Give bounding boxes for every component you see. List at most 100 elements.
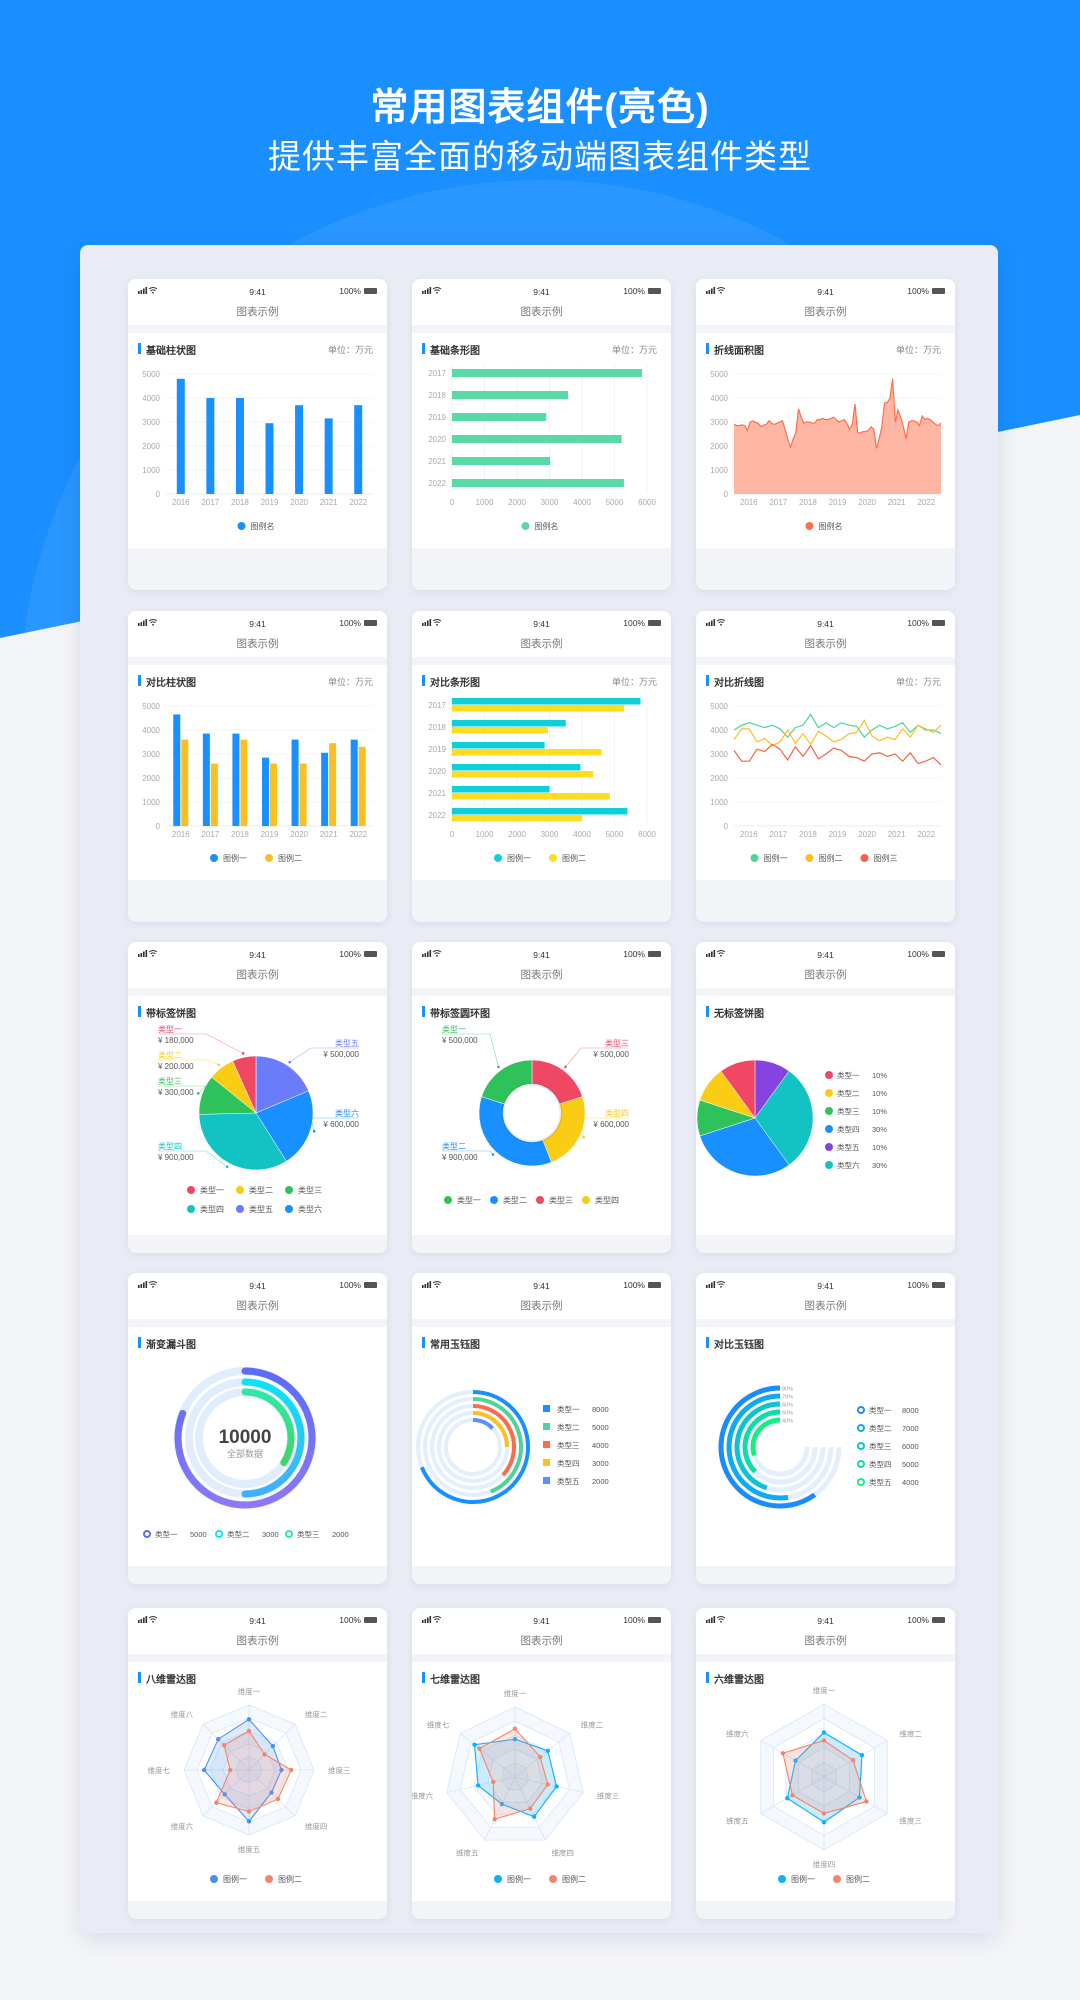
ring-progress[interactable] xyxy=(472,1397,523,1494)
radar-point[interactable] xyxy=(864,1799,869,1804)
radar-point[interactable] xyxy=(821,1738,827,1743)
bar[interactable] xyxy=(452,391,569,399)
bar[interactable] xyxy=(210,763,218,826)
legend-item[interactable]: 图例二 xyxy=(549,1874,586,1884)
radar-point[interactable] xyxy=(545,1748,551,1754)
bar[interactable] xyxy=(324,418,333,494)
legend-item[interactable]: 类型二 xyxy=(236,1185,273,1195)
radar-point[interactable] xyxy=(472,1742,477,1747)
radar-point[interactable] xyxy=(531,1814,537,1819)
bar[interactable] xyxy=(452,727,548,734)
legend-item[interactable]: 图例二 xyxy=(805,853,843,863)
legend-item[interactable]: 类型二 3000 xyxy=(215,1529,279,1539)
legend-item[interactable]: 图例一 xyxy=(778,1874,815,1884)
bar[interactable] xyxy=(176,378,185,494)
pie-slice[interactable] xyxy=(542,1096,586,1163)
legend-item[interactable]: 图例二 xyxy=(265,1874,302,1884)
legend-item[interactable]: 类型三 10% xyxy=(825,1106,887,1116)
ring-progress[interactable] xyxy=(742,1409,781,1474)
legend-item[interactable]: 类型三 6000 xyxy=(857,1441,919,1451)
radar-series-area[interactable] xyxy=(473,1738,558,1818)
bar[interactable] xyxy=(452,749,602,756)
legend-item[interactable]: 类型二 7000 xyxy=(857,1423,919,1433)
radar-point[interactable] xyxy=(279,1767,284,1773)
bar[interactable] xyxy=(295,405,304,494)
bar[interactable] xyxy=(452,698,641,705)
radar-point[interactable] xyxy=(512,1737,518,1742)
legend-item[interactable]: 类型五 10% xyxy=(825,1142,887,1152)
pie-slice[interactable] xyxy=(754,1070,814,1166)
pie-slice[interactable] xyxy=(478,1096,552,1167)
legend-item[interactable]: 图例一 xyxy=(210,1874,247,1884)
radar-point[interactable] xyxy=(499,1801,505,1807)
legend-item[interactable]: 图例三 xyxy=(860,853,898,863)
ring-progress[interactable] xyxy=(472,1404,516,1477)
legend-item[interactable]: 类型五 xyxy=(236,1204,273,1214)
legend-item[interactable]: 图例名 xyxy=(521,521,559,531)
bar[interactable] xyxy=(452,771,594,778)
bar[interactable] xyxy=(358,746,366,826)
legend-item[interactable]: 图例一 xyxy=(750,853,788,863)
radar-point[interactable] xyxy=(780,1751,786,1756)
radar-point[interactable] xyxy=(785,1795,790,1801)
radar-point[interactable] xyxy=(475,1783,481,1788)
bar[interactable] xyxy=(240,739,248,826)
bar[interactable] xyxy=(354,405,363,494)
radar-point[interactable] xyxy=(270,1743,276,1749)
radar-point[interactable] xyxy=(790,1793,795,1798)
radar-point[interactable] xyxy=(492,1817,497,1822)
radar-point[interactable] xyxy=(859,1752,865,1758)
bar[interactable] xyxy=(235,398,244,494)
legend-item[interactable]: 类型五 4000 xyxy=(857,1477,919,1487)
legend-item[interactable]: 图例二 xyxy=(549,853,586,863)
pie-slice[interactable] xyxy=(481,1059,533,1105)
radar-point[interactable] xyxy=(246,1819,252,1824)
radar-point[interactable] xyxy=(201,1767,207,1773)
radar-point[interactable] xyxy=(857,1795,862,1800)
series-line[interactable] xyxy=(733,713,942,739)
pie-slice[interactable] xyxy=(699,1117,790,1177)
ring-progress[interactable] xyxy=(472,1411,509,1448)
radar-point[interactable] xyxy=(545,1782,550,1787)
series-line[interactable] xyxy=(733,743,942,766)
radar-point[interactable] xyxy=(527,1806,533,1811)
bar[interactable] xyxy=(202,733,210,826)
bar[interactable] xyxy=(452,742,545,749)
bar[interactable] xyxy=(173,714,181,826)
radar-point[interactable] xyxy=(246,1728,252,1734)
bar[interactable] xyxy=(452,705,625,712)
bar[interactable] xyxy=(321,752,329,826)
bar[interactable] xyxy=(265,423,274,494)
bar[interactable] xyxy=(206,398,215,494)
legend-item[interactable]: 类型四 5000 xyxy=(857,1459,919,1469)
bar[interactable] xyxy=(452,786,550,793)
legend-item[interactable]: 类型二 5000 xyxy=(543,1422,609,1432)
ring-progress[interactable] xyxy=(174,1367,316,1509)
ring-progress[interactable] xyxy=(750,1417,781,1457)
radar-point[interactable] xyxy=(227,1767,233,1773)
bar[interactable] xyxy=(452,457,551,465)
legend-item[interactable]: 类型六 xyxy=(285,1204,322,1214)
legend-item[interactable]: 图例二 xyxy=(833,1874,870,1884)
pie-slice[interactable] xyxy=(232,1055,257,1114)
bar[interactable] xyxy=(452,764,581,771)
bar[interactable] xyxy=(299,763,307,826)
pie-slice[interactable] xyxy=(255,1090,314,1162)
legend-item[interactable]: 类型三 xyxy=(285,1185,322,1195)
legend-item[interactable]: 图例二 xyxy=(265,853,302,863)
radar-point[interactable] xyxy=(512,1726,518,1731)
legend-item[interactable]: 图例一 xyxy=(494,853,531,863)
legend-item[interactable]: 类型三 2000 xyxy=(285,1529,349,1539)
pie-slice[interactable] xyxy=(198,1112,287,1171)
legend-item[interactable]: 类型四 xyxy=(187,1204,224,1214)
radar-point[interactable] xyxy=(477,1746,482,1751)
bar[interactable] xyxy=(452,815,582,822)
legend-item[interactable]: 图例名 xyxy=(237,521,275,531)
bar[interactable] xyxy=(452,369,643,377)
legend-item[interactable]: 类型一 10% xyxy=(825,1070,887,1080)
radar-point[interactable] xyxy=(275,1796,281,1802)
bar[interactable] xyxy=(181,739,189,826)
legend-item[interactable]: 图例一 xyxy=(494,1874,531,1884)
radar-point[interactable] xyxy=(262,1752,267,1757)
bar[interactable] xyxy=(262,757,269,826)
